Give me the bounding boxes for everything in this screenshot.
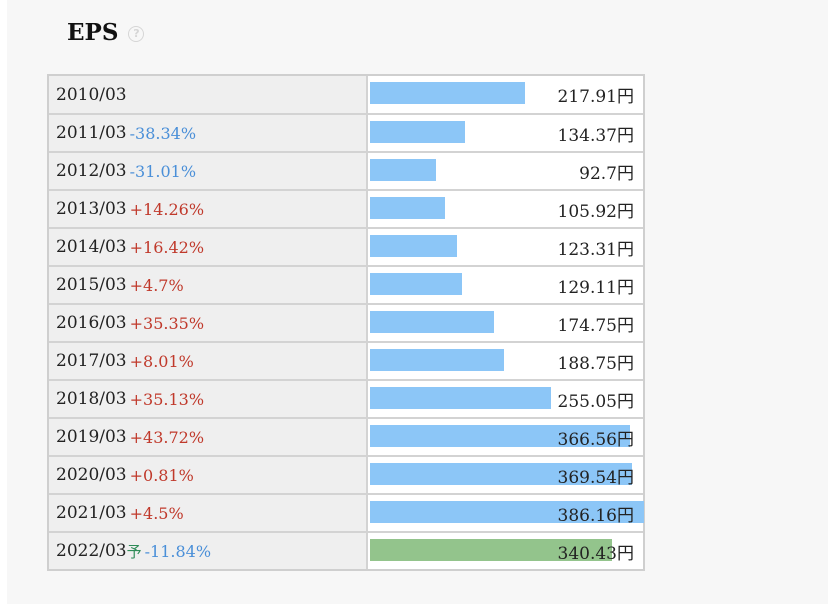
period-cell: 2011/03 -38.34% [49, 115, 368, 151]
value-cell: 369.54円 [370, 457, 643, 493]
table-row: 2016/03 +35.35% 174.75円 [49, 303, 643, 341]
change-label: +14.26% [129, 199, 205, 219]
eps-bar [370, 82, 525, 104]
eps-bar [370, 539, 612, 561]
period-cell: 2016/03 +35.35% [49, 305, 368, 341]
eps-table: 2010/03 217.91円 2011/03 -38.34% 134.37円 2012/… [47, 74, 645, 571]
period-label: 2011/03 [56, 123, 127, 143]
eps-bar [370, 311, 494, 333]
change-label: -38.34% [129, 123, 197, 143]
period-cell: 2022/03 予 -11.84% [49, 533, 368, 569]
value-cell: 123.31円 [370, 229, 643, 265]
period-label: 2020/03 [56, 465, 127, 485]
eps-bar [370, 501, 644, 523]
period-label: 2019/03 [56, 427, 127, 447]
change-label: -11.84% [144, 541, 212, 561]
period-cell: 2017/03 +8.01% [49, 343, 368, 379]
table-row: 2010/03 217.91円 [49, 76, 643, 113]
table-row: 2013/03 +14.26% 105.92円 [49, 189, 643, 227]
table-row: 2015/03 +4.7% 129.11円 [49, 265, 643, 303]
title-row: EPS ? [67, 16, 145, 48]
period-cell: 2019/03 +43.72% [49, 419, 368, 455]
eps-bar [370, 235, 457, 257]
value-label: 188.75円 [557, 353, 634, 374]
period-cell: 2018/03 +35.13% [49, 381, 368, 417]
change-label: +4.7% [129, 275, 184, 295]
period-cell: 2020/03 +0.81% [49, 457, 368, 493]
change-label: +35.13% [129, 389, 205, 409]
eps-bar [370, 349, 504, 371]
period-cell: 2010/03 [49, 76, 368, 113]
value-cell: 255.05円 [370, 381, 643, 417]
value-cell: 366.56円 [370, 419, 643, 455]
chart-title: EPS [67, 18, 119, 46]
help-circle-icon[interactable]: ? [128, 26, 145, 42]
eps-bar [370, 387, 551, 409]
value-cell: 188.75円 [370, 343, 643, 379]
value-cell: 92.7円 [370, 153, 643, 189]
value-label: 129.11円 [557, 277, 634, 298]
eps-bar [370, 121, 465, 143]
table-row: 2019/03 +43.72% 366.56円 [49, 417, 643, 455]
forecast-mark: 予 [126, 542, 142, 561]
change-label: +16.42% [129, 237, 205, 257]
table-row: 2021/03 +4.5% 386.16円 [49, 493, 644, 531]
value-cell: 174.75円 [370, 305, 643, 341]
eps-bar [370, 425, 630, 447]
value-label: 134.37円 [557, 125, 634, 146]
eps-bar [370, 159, 436, 181]
change-label: +35.35% [129, 313, 205, 333]
period-label: 2018/03 [56, 389, 127, 409]
eps-bar [370, 273, 462, 295]
table-row: 2017/03 +8.01% 188.75円 [49, 341, 643, 379]
change-label: +0.81% [129, 465, 194, 485]
change-label: -31.01% [129, 161, 197, 181]
period-label: 2013/03 [56, 199, 127, 219]
period-cell: 2015/03 +4.7% [49, 267, 368, 303]
period-label: 2015/03 [56, 275, 127, 295]
period-label: 2014/03 [56, 237, 127, 257]
period-label: 2016/03 [56, 313, 127, 333]
table-row: 2012/03 -31.01% 92.7円 [49, 151, 643, 189]
value-label: 340.43円 [557, 543, 634, 564]
change-label: +8.01% [129, 351, 194, 371]
table-row: 2018/03 +35.13% 255.05円 [49, 379, 643, 417]
value-label: 174.75円 [557, 315, 634, 336]
period-cell: 2014/03 +16.42% [49, 229, 368, 265]
value-cell: 217.91円 [370, 76, 643, 113]
period-cell: 2013/03 +14.26% [49, 191, 368, 227]
table-row: 2011/03 -38.34% 134.37円 [49, 113, 643, 151]
period-label: 2022/03 [56, 541, 127, 561]
change-label: +4.5% [129, 503, 184, 523]
eps-bar [370, 463, 632, 485]
period-label: 2017/03 [56, 351, 127, 371]
value-label: 369.54円 [557, 467, 634, 488]
value-label: 123.31円 [557, 239, 634, 260]
value-label: 92.7円 [579, 163, 634, 184]
value-label: 386.16円 [557, 505, 634, 526]
table-row: 2014/03 +16.42% 123.31円 [49, 227, 643, 265]
period-cell: 2021/03 +4.5% [49, 495, 368, 531]
value-cell: 129.11円 [370, 267, 643, 303]
value-cell: 386.16円 [370, 495, 644, 531]
table-row: 2022/03 予 -11.84% 340.43円 [49, 531, 643, 569]
table-row: 2020/03 +0.81% 369.54円 [49, 455, 643, 493]
period-label: 2021/03 [56, 503, 127, 523]
change-label: +43.72% [129, 427, 205, 447]
value-cell: 340.43円 [370, 533, 643, 569]
value-cell: 134.37円 [370, 115, 643, 151]
period-cell: 2012/03 -31.01% [49, 153, 368, 189]
value-label: 217.91円 [557, 87, 634, 107]
period-label: 2012/03 [56, 161, 127, 181]
value-label: 366.56円 [557, 429, 634, 450]
value-label: 255.05円 [557, 391, 634, 412]
eps-bar [370, 197, 445, 219]
value-label: 105.92円 [557, 201, 634, 222]
value-cell: 105.92円 [370, 191, 643, 227]
period-label: 2010/03 [56, 84, 127, 105]
